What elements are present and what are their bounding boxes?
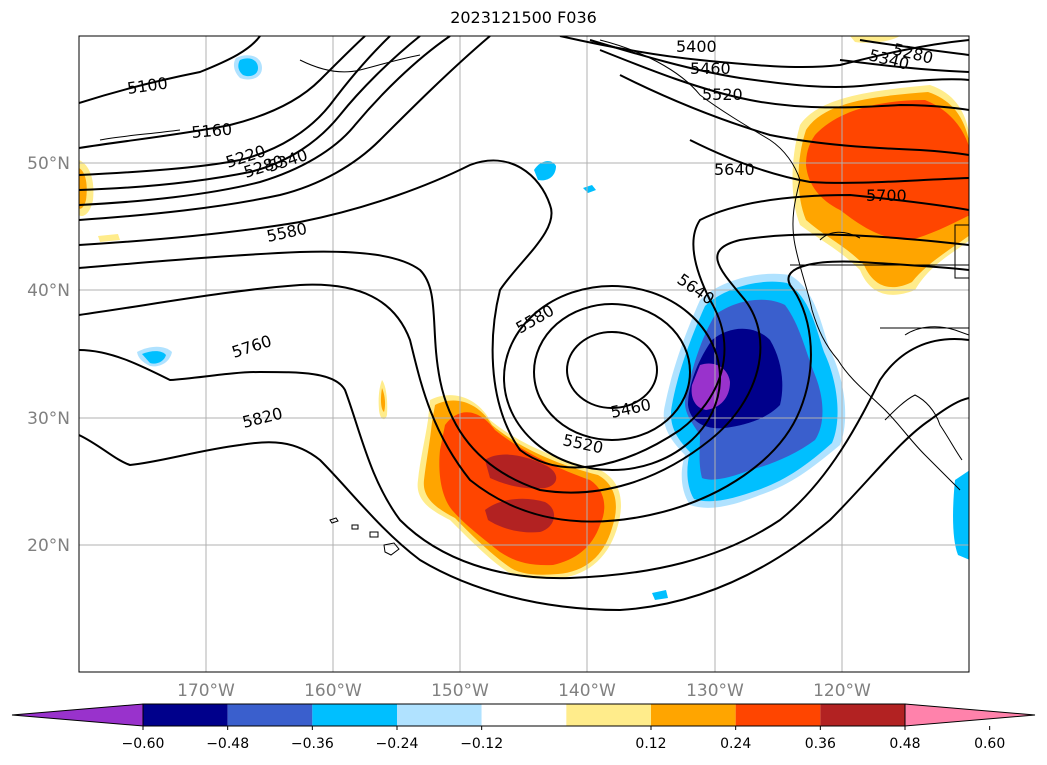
- lon-label: 170°W: [177, 681, 235, 701]
- map-frame: [78, 35, 970, 673]
- colorbar-frame: [142, 703, 906, 727]
- colorbar-tick-label: 0.24: [720, 736, 751, 752]
- colorbar-extend-high: [904, 703, 1036, 727]
- lon-label: 120°W: [813, 681, 871, 701]
- plot-title: 2023121500 F036: [450, 8, 597, 27]
- colorbar-swatch: [735, 704, 821, 726]
- colorbar-tick-label: 0.12: [635, 736, 666, 752]
- graticule: [79, 36, 969, 672]
- contour-label: 5520: [702, 85, 743, 104]
- contour-label: 5640: [714, 160, 755, 179]
- contour-label: 5580: [265, 219, 309, 246]
- colorbar-tick-label: 0.36: [805, 736, 836, 752]
- lon-label: 160°W: [304, 681, 362, 701]
- contour-label: 5760: [229, 331, 274, 362]
- colorbar-tick-label: −0.60: [122, 736, 165, 752]
- colorbar-swatch: [397, 704, 482, 726]
- colorbar-swatch: [143, 704, 228, 726]
- colorbar-swatch: [651, 704, 736, 726]
- lon-label: 140°W: [558, 681, 616, 701]
- colorbar-tick-label: −0.36: [291, 736, 334, 752]
- contour-label: 5460: [690, 59, 731, 78]
- anomaly-positive-subtropical: [417, 395, 621, 579]
- contour-label: 5100: [126, 73, 169, 97]
- lon-label: 130°W: [686, 681, 744, 701]
- lon-label: 150°W: [431, 681, 489, 701]
- lat-label: 50°N: [27, 154, 70, 174]
- colorbar-swatch: [312, 704, 397, 726]
- colorbar-tick-label: 0.48: [889, 736, 920, 752]
- lat-label: 30°N: [27, 409, 70, 429]
- longitude-labels: 170°W 160°W 150°W 140°W 130°W 120°W: [177, 681, 871, 701]
- contour-label: 5400: [676, 37, 717, 56]
- colorbar-swatch: [481, 704, 567, 726]
- colorbar-swatch: [566, 704, 651, 726]
- contour-label: 5520: [561, 430, 605, 457]
- colorbar: −0.60 −0.48 −0.36 −0.24 −0.12 0.12 0.24 0.36 0.4…: [11, 703, 1036, 752]
- contour-label: 5580: [513, 301, 558, 338]
- anomaly-positive-northeast: [792, 85, 969, 295]
- coastlines: [99, 39, 969, 556]
- colorbar-swatch: [820, 704, 905, 726]
- colorbar-tick-label: −0.24: [376, 736, 419, 752]
- anomaly-negative-california: [663, 273, 846, 508]
- colorbar-tick-label: −0.48: [206, 736, 249, 752]
- map-area: 5100 5160 5220 5280 5340 5580 5760 5820 …: [79, 36, 969, 672]
- contour-label: 5820: [240, 404, 284, 432]
- colorbar-extend-low: [11, 703, 144, 727]
- latitude-labels: 50°N 40°N 30°N 20°N: [27, 154, 70, 556]
- contour-label: 5700: [866, 186, 907, 205]
- height-contours: [79, 36, 969, 612]
- colorbar-swatch: [227, 704, 313, 726]
- lat-label: 40°N: [27, 281, 70, 301]
- lat-label: 20°N: [27, 536, 70, 556]
- contour-label: 5160: [191, 120, 233, 142]
- colorbar-tick-label: −0.12: [460, 736, 503, 752]
- colorbar-tick-label: 0.60: [974, 736, 1005, 752]
- anomaly-small-blobs: [79, 36, 969, 600]
